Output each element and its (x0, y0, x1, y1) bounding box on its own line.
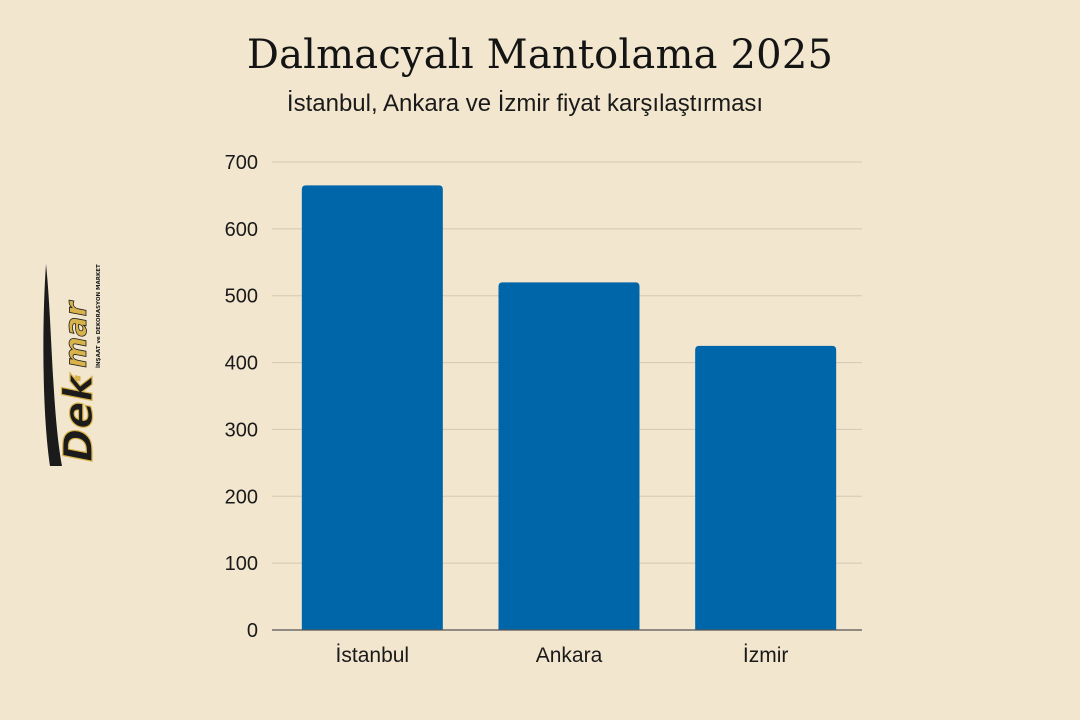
bars (301, 185, 837, 630)
y-tick-label: 0 (247, 620, 258, 642)
chart-subtitle: İstanbul, Ankara ve İzmir fiyat karşılaş… (286, 90, 764, 117)
bar (695, 345, 837, 630)
bar (498, 282, 640, 630)
bar (301, 185, 443, 630)
logo-swoosh (43, 264, 62, 466)
chart-title: Dalmacyalı Mantolama 2025 (246, 32, 834, 78)
y-tick-label: 400 (225, 353, 258, 375)
y-tick-label: 600 (225, 219, 258, 241)
x-tick-label: İstanbul (336, 644, 410, 667)
y-tick-label: 700 (225, 152, 258, 174)
y-tick-label: 200 (225, 486, 258, 508)
logo-dot: · (61, 373, 96, 384)
y-tick-label: 300 (225, 419, 258, 441)
logo-suffix: mar (59, 299, 94, 368)
dekomar-logo: Dek · mar İNŞAAT ve DEKORASYON MARKET (43, 264, 103, 466)
y-tick-label: 500 (225, 286, 258, 308)
axis-labels: 0 100 200 300 400 500 600 700 İstanbul Ankara İzmi… (225, 152, 789, 667)
y-tick-label: 100 (225, 553, 258, 575)
logo-tagline: İNŞAAT ve DEKORASYON MARKET (95, 264, 102, 368)
x-tick-label: Ankara (536, 644, 603, 667)
x-tick-label: İzmir (743, 644, 789, 667)
logo-brand: Dek (56, 373, 102, 462)
